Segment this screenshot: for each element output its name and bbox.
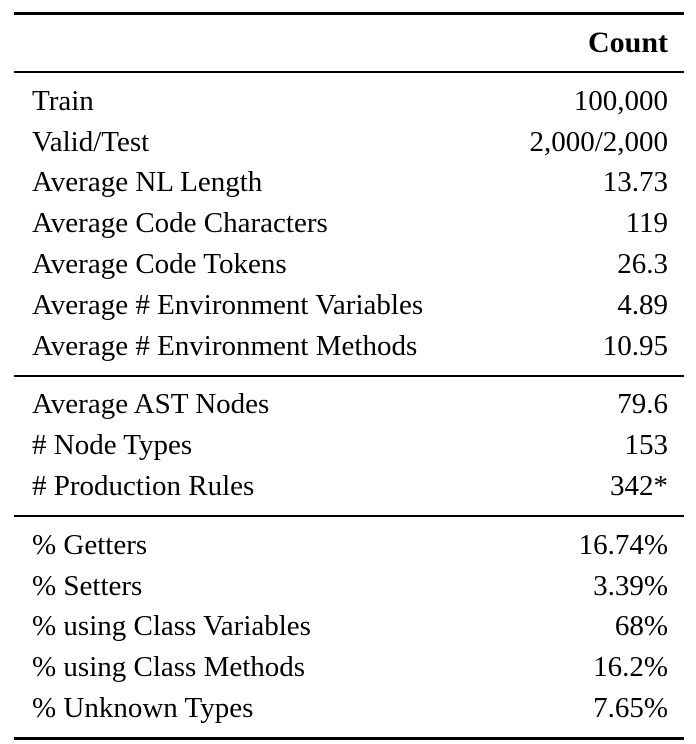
section-percentages: % Getters 16.74% % Setters 3.39% % using… xyxy=(14,517,684,737)
row-label: % Unknown Types xyxy=(32,692,254,725)
table-row: % Setters 3.39% xyxy=(14,566,684,607)
row-label: Average NL Length xyxy=(32,166,263,199)
row-value: 16.2% xyxy=(593,651,668,684)
section-ast-stats: Average AST Nodes 79.6 # Node Types 153 … xyxy=(14,377,684,515)
table-row: Train 100,000 xyxy=(14,81,684,122)
table-row: Average AST Nodes 79.6 xyxy=(14,385,684,426)
table-row: % using Class Variables 68% xyxy=(14,607,684,648)
row-label: Train xyxy=(32,84,94,117)
row-value: 100,000 xyxy=(573,84,668,117)
row-value: 26.3 xyxy=(617,248,668,281)
section-dataset-stats: Train 100,000 Valid/Test 2,000/2,000 Ave… xyxy=(14,73,684,375)
row-value: 16.74% xyxy=(578,528,668,561)
row-value: 68% xyxy=(614,610,668,643)
table-row: Average Code Characters 119 xyxy=(14,203,684,244)
table-row: Average Code Tokens 26.3 xyxy=(14,244,684,285)
row-value: 79.6 xyxy=(617,388,668,421)
table-row: % using Class Methods 16.2% xyxy=(14,647,684,688)
table-row: # Production Rules 342* xyxy=(14,466,684,507)
row-label: Average Code Tokens xyxy=(32,248,287,281)
bottom-rule xyxy=(14,736,684,740)
row-value: 7.65% xyxy=(593,692,668,725)
row-value: 2,000/2,000 xyxy=(529,125,668,158)
statistics-table: Count Train 100,000 Valid/Test 2,000/2,0… xyxy=(14,12,684,740)
row-value: 342* xyxy=(610,470,668,503)
row-label: % Getters xyxy=(32,528,148,561)
row-label: # Production Rules xyxy=(32,470,255,503)
section-divider xyxy=(14,374,684,377)
row-value: 153 xyxy=(624,429,669,462)
row-label: % using Class Variables xyxy=(32,610,311,643)
row-label: % using Class Methods xyxy=(32,651,306,684)
row-label: Valid/Test xyxy=(32,125,150,158)
header-rule xyxy=(14,71,684,73)
table-row: % Getters 16.74% xyxy=(14,525,684,566)
table-row: Average # Environment Variables 4.89 xyxy=(14,285,684,326)
row-value: 13.73 xyxy=(602,166,668,199)
row-label: % Setters xyxy=(32,569,143,602)
section-divider xyxy=(14,514,684,517)
row-value: 3.39% xyxy=(593,569,668,602)
row-value: 10.95 xyxy=(602,329,668,362)
row-value: 119 xyxy=(625,207,668,240)
table-row: Average # Environment Methods 10.95 xyxy=(14,326,684,367)
row-label: Average # Environment Variables xyxy=(32,288,424,321)
row-label: Average AST Nodes xyxy=(32,388,270,421)
row-label: Average # Environment Methods xyxy=(32,329,418,362)
row-label: Average Code Characters xyxy=(32,207,328,240)
table-row: # Node Types 153 xyxy=(14,425,684,466)
table-row: Average NL Length 13.73 xyxy=(14,163,684,204)
top-rule xyxy=(14,12,684,15)
row-label: # Node Types xyxy=(32,429,193,462)
row-value: 4.89 xyxy=(617,288,668,321)
count-column-header: Count xyxy=(587,26,668,59)
table-row: % Unknown Types 7.65% xyxy=(14,688,684,729)
table-row: Valid/Test 2,000/2,000 xyxy=(14,122,684,163)
table-header: Count xyxy=(14,15,684,71)
